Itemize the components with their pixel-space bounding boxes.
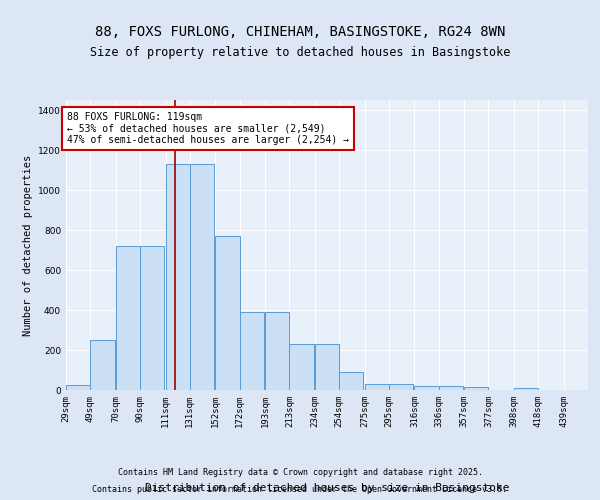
Text: Contains public sector information licensed under the Open Government Licence v3: Contains public sector information licen… [92,484,508,494]
Bar [365,384,389,390]
Bar [265,312,289,390]
Y-axis label: Number of detached properties: Number of detached properties [23,154,32,336]
Bar [140,246,164,390]
Bar [166,164,190,390]
Bar [464,387,488,390]
Bar [116,246,140,390]
Text: 88 FOXS FURLONG: 119sqm
← 53% of detached houses are smaller (2,549)
47% of semi: 88 FOXS FURLONG: 119sqm ← 53% of detache… [67,112,349,145]
Text: Contains HM Land Registry data © Crown copyright and database right 2025.: Contains HM Land Registry data © Crown c… [118,468,482,477]
Bar [90,340,115,390]
Bar [289,344,314,390]
Bar [339,372,364,390]
Bar [439,386,463,390]
Bar [415,386,439,390]
Bar [389,384,413,390]
Text: Size of property relative to detached houses in Basingstoke: Size of property relative to detached ho… [90,46,510,59]
Bar [215,236,239,390]
Bar [315,344,339,390]
Bar [514,388,538,390]
Bar [239,312,264,390]
Bar [190,164,214,390]
X-axis label: Distribution of detached houses by size in Basingstoke: Distribution of detached houses by size … [145,482,509,492]
Bar [66,385,90,390]
Text: 88, FOXS FURLONG, CHINEHAM, BASINGSTOKE, RG24 8WN: 88, FOXS FURLONG, CHINEHAM, BASINGSTOKE,… [95,26,505,40]
